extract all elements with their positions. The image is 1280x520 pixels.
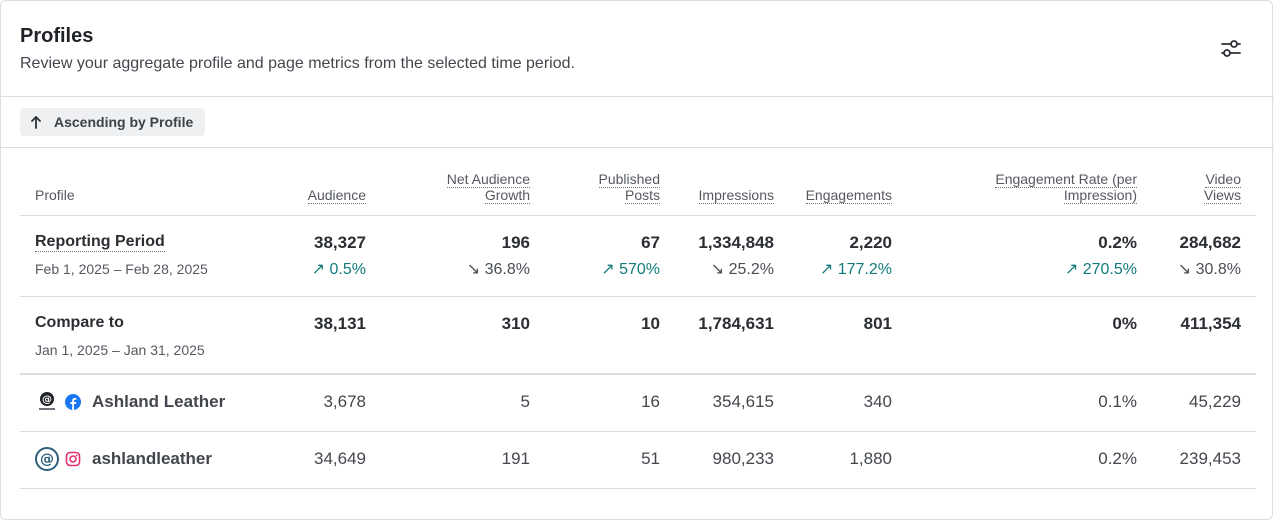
p1-net-growth: 5 (520, 392, 530, 411)
compare-row: Compare to Jan 1, 2025 – Jan 31, 2025 38… (20, 297, 1256, 375)
table-settings-button[interactable] (1215, 35, 1247, 63)
profiles-table: Profile Audience Net Audience Growth Publ… (20, 148, 1256, 489)
brand-logo-icon: @ (39, 392, 55, 410)
col-net-growth-line1: Net Audience (446, 171, 530, 188)
p2-net-growth: 191 (501, 449, 530, 468)
col-net-growth-line2: Growth (484, 187, 530, 204)
reporting-period-label[interactable]: Reporting Period (35, 233, 165, 252)
p1-engagements: 340 (863, 392, 892, 411)
compare-eng-rate: 0% (1112, 314, 1137, 333)
col-video-line2: Views (1203, 187, 1241, 204)
delta-impressions: ↘ 25.2% (710, 261, 774, 278)
table-row[interactable]: @ ashlandleather 34,649 191 51 980,233 1… (20, 432, 1256, 489)
col-audience-label: Audience (307, 187, 366, 204)
reporting-published: 67 (641, 233, 660, 252)
p1-published: 16 (641, 392, 660, 411)
compare-video: 411,354 (1180, 314, 1241, 333)
page-subtitle: Review your aggregate profile and page m… (20, 55, 575, 72)
sliders-icon (1221, 40, 1241, 57)
sort-bar: Ascending by Profile (1, 98, 1274, 148)
instagram-icon (65, 451, 81, 467)
p1-audience: 3,678 (323, 392, 366, 411)
compare-dates: Jan 1, 2025 – Jan 31, 2025 (35, 342, 205, 358)
table-row[interactable]: @ Ashland Leather 3,678 5 16 354,615 340… (20, 375, 1256, 432)
reporting-impressions: 1,334,848 (698, 233, 774, 252)
p2-impressions: 980,233 (712, 449, 774, 468)
delta-audience: ↗ 0.5% (311, 261, 366, 278)
col-audience[interactable]: Audience (307, 187, 366, 204)
delta-video: ↘ 30.8% (1177, 261, 1241, 278)
delta-eng-rate: ↗ 270.5% (1064, 261, 1137, 278)
p2-eng-rate: 0.2% (1098, 449, 1137, 468)
delta-engagements: ↗ 177.2% (819, 261, 892, 278)
col-eng-rate-line1: Engagement Rate (per (995, 171, 1137, 188)
profile-name: ashlandleather (92, 449, 212, 468)
reporting-net-growth: 196 (501, 233, 530, 252)
card-header: Profiles Review your aggregate profile a… (1, 1, 1274, 97)
profile-name: Ashland Leather (92, 392, 226, 411)
profile-cell[interactable]: @ Ashland Leather (35, 390, 225, 414)
reporting-eng-rate: 0.2% (1098, 233, 1137, 252)
facebook-icon (65, 394, 81, 410)
compare-net-growth: 310 (501, 314, 530, 333)
sort-label: Ascending by Profile (54, 114, 194, 130)
compare-audience: 38,131 (314, 314, 366, 333)
col-eng-rate-line2: Impression) (1063, 187, 1137, 204)
profile-cell[interactable]: @ ashlandleather (35, 447, 212, 471)
avatar: @ (35, 447, 59, 471)
p2-video: 239,453 (1179, 449, 1241, 468)
col-published-line2: Posts (624, 187, 660, 204)
sort-button[interactable]: Ascending by Profile (20, 108, 206, 136)
p2-engagements: 1,880 (849, 449, 892, 468)
svg-text:@: @ (40, 452, 54, 468)
delta-published: ↗ 570% (601, 261, 660, 278)
avatar: @ (35, 390, 59, 414)
delta-net-growth: ↘ 36.8% (466, 261, 530, 278)
reporting-period-dates: Feb 1, 2025 – Feb 28, 2025 (35, 261, 208, 277)
svg-text:@: @ (42, 395, 52, 406)
p1-video: 45,229 (1189, 392, 1241, 411)
col-engagements[interactable]: Engagements (805, 187, 892, 204)
p1-impressions: 354,615 (712, 392, 774, 411)
compare-engagements: 801 (863, 314, 892, 333)
brand-logo-icon: @ (35, 447, 59, 471)
col-net-growth[interactable]: Net Audience Growth (446, 171, 530, 204)
col-profile[interactable]: Profile (35, 187, 75, 203)
col-impressions[interactable]: Impressions (698, 187, 774, 204)
col-impressions-label: Impressions (698, 187, 774, 204)
reporting-engagements: 2,220 (849, 233, 892, 252)
reporting-video: 284,682 (1179, 233, 1241, 252)
col-published-line1: Published (598, 171, 660, 188)
col-video-line1: Video (1205, 171, 1241, 188)
p1-eng-rate: 0.1% (1098, 392, 1137, 411)
col-engagements-label: Engagements (805, 187, 892, 204)
table-header: Profile Audience Net Audience Growth Publ… (20, 148, 1256, 216)
col-engagement-rate[interactable]: Engagement Rate (per Impression) (995, 171, 1137, 204)
compare-label: Compare to (35, 314, 124, 331)
col-video-views[interactable]: Video Views (1203, 171, 1241, 204)
reporting-period-row: Reporting Period Feb 1, 2025 – Feb 28, 2… (20, 216, 1256, 297)
reporting-audience: 38,327 (314, 233, 366, 252)
p2-audience: 34,649 (314, 449, 366, 468)
p2-published: 51 (641, 449, 660, 468)
page-title: Profiles (20, 25, 94, 47)
col-published[interactable]: Published Posts (598, 171, 660, 204)
arrow-up-icon (31, 116, 41, 129)
compare-impressions: 1,784,631 (698, 314, 774, 333)
compare-published: 10 (641, 314, 660, 333)
